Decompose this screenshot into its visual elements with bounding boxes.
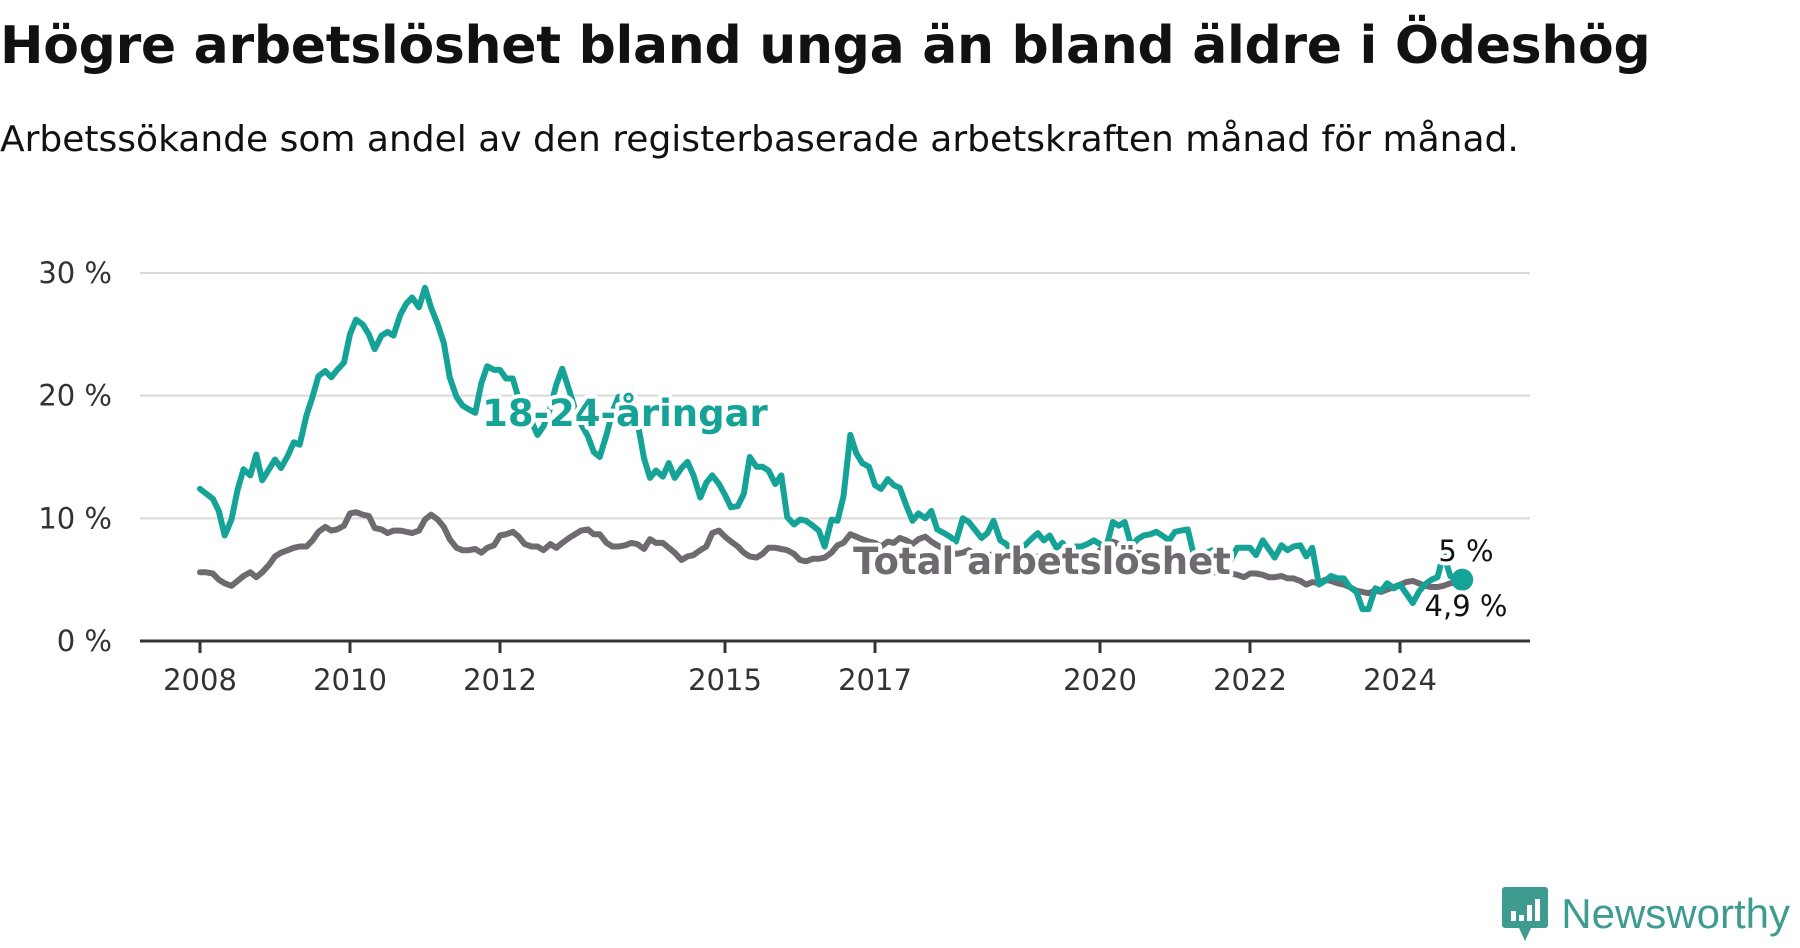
y-axis-ticks: 0 % 10 % 20 % 30 % xyxy=(38,256,112,658)
end-label-youth: 5 % xyxy=(1438,534,1493,568)
y-tick-label: 0 % xyxy=(57,624,112,658)
x-axis-ticks: 2008 2010 2012 2015 2017 2020 2022 2024 xyxy=(163,641,1437,697)
x-tick-label: 2024 xyxy=(1363,663,1437,697)
series-labels: 18-24-åringar Total arbetslöshet 5 % 4,9 % xyxy=(478,388,1511,627)
x-tick-label: 2012 xyxy=(463,663,537,697)
x-tick-label: 2008 xyxy=(163,663,237,697)
x-tick-label: 2015 xyxy=(688,663,762,697)
logo-text: Newsworthy xyxy=(1561,890,1790,937)
x-tick-label: 2022 xyxy=(1213,663,1287,697)
y-tick-label: 20 % xyxy=(38,379,112,413)
bar-chart-icon xyxy=(1502,887,1549,941)
x-tick-label: 2020 xyxy=(1063,663,1137,697)
grid-lines xyxy=(140,272,1530,643)
end-point-youth xyxy=(1451,568,1474,591)
chart-title: Högre arbetslöshet bland unga än bland ä… xyxy=(0,16,1651,76)
x-tick-label: 2017 xyxy=(838,663,912,697)
series-lines xyxy=(197,284,1474,613)
series-label-total: Total arbetslöshet xyxy=(853,540,1231,583)
series-line-youth xyxy=(197,284,1466,613)
y-tick-label: 30 % xyxy=(38,256,112,290)
end-label-total: 4,9 % xyxy=(1425,589,1508,623)
series-line-total xyxy=(197,509,1466,597)
x-tick-label: 2010 xyxy=(313,663,387,697)
series-label-youth: 18-24-åringar xyxy=(482,392,768,435)
newsworthy-logo: Newsworthy xyxy=(1501,885,1790,943)
y-tick-label: 10 % xyxy=(38,501,112,535)
chart-subtitle: Arbetssökande som andel av den registerb… xyxy=(0,119,1519,160)
